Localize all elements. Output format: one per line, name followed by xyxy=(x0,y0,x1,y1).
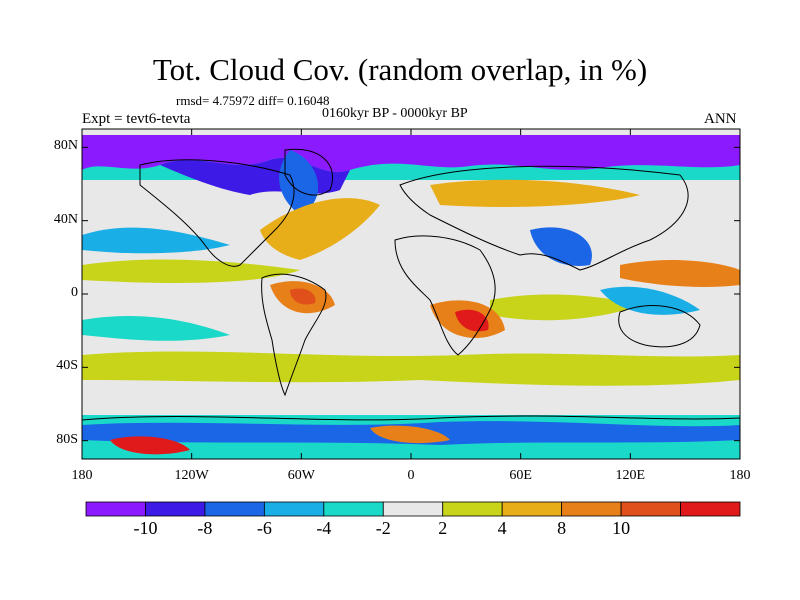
colorbar-swatch xyxy=(85,501,146,517)
colorbar xyxy=(85,501,741,517)
season-label: ANN xyxy=(704,111,737,127)
south-pacific-cyan xyxy=(82,315,230,341)
colorbar-swatch xyxy=(263,501,325,517)
colorbar-swatch xyxy=(561,501,622,517)
colorbar-label: 4 xyxy=(497,518,507,538)
tropical-pacific-yellow xyxy=(82,259,300,283)
antarctic-red xyxy=(110,436,190,455)
eurasia-orange xyxy=(430,179,640,207)
pacific-east-orange xyxy=(620,260,740,288)
colorbar-label: 2 xyxy=(438,518,448,538)
lat-label: 0 xyxy=(71,285,78,300)
africa-coast xyxy=(394,235,496,356)
australia-cyan xyxy=(600,286,700,315)
colorbar-swatch xyxy=(501,501,563,517)
antarctica-coast xyxy=(81,415,741,421)
north-pacific-cyan xyxy=(82,227,230,254)
lon-label: 180 xyxy=(71,468,93,483)
axis-ticks xyxy=(81,129,741,459)
colorbar-swatch xyxy=(620,501,681,517)
lon-label: 60E xyxy=(509,468,532,483)
colorbar-swatch xyxy=(204,501,265,517)
rmsd-diff-stats: rmsd= 4.75972 diff= 0.16048 xyxy=(176,93,330,108)
southern-africa-red xyxy=(455,309,489,332)
colorbar-label: -8 xyxy=(197,518,213,538)
colorbar-label: 10 xyxy=(612,518,631,538)
greenland-coast xyxy=(284,148,334,196)
lat-label: 80S xyxy=(56,431,78,447)
lat-label: 40N xyxy=(53,211,78,227)
lon-label: 120W xyxy=(174,468,209,483)
australia-coast xyxy=(618,305,701,348)
colorbar-swatch xyxy=(323,501,384,517)
lon-label: 60W xyxy=(287,468,315,483)
asia-cyan xyxy=(530,227,592,266)
eurasia-coast xyxy=(399,165,689,271)
plot-title: Tot. Cloud Cov. (random overlap, in %) xyxy=(152,52,648,87)
colorbar-swatch xyxy=(145,501,206,517)
colorbar-label: 8 xyxy=(557,518,567,538)
arctic-purple xyxy=(82,135,740,173)
time-period-label: 0160kyr BP - 0000kyr BP xyxy=(322,106,468,121)
lon-label: 0 xyxy=(407,468,415,483)
amazon-red xyxy=(290,288,316,305)
colorbar-label: -6 xyxy=(256,518,272,538)
lon-label: 120E xyxy=(615,468,646,483)
lat-label: 40S xyxy=(56,358,78,374)
colorbar-swatch xyxy=(680,501,741,517)
lat-label: 80N xyxy=(53,138,78,154)
indian-ocean-yellow xyxy=(490,294,640,321)
experiment-label: Expt = tevt6-tevta xyxy=(82,111,191,127)
coastlines xyxy=(81,148,741,421)
colorbar-label: -4 xyxy=(316,518,332,538)
colorbar-label: -10 xyxy=(133,518,158,538)
anomaly-field xyxy=(82,129,740,459)
north-america-coast xyxy=(139,159,295,267)
colorbar-label: -2 xyxy=(375,518,391,538)
antarctic-orange xyxy=(370,425,450,444)
colorbar-swatch xyxy=(442,501,503,517)
south-america-coast xyxy=(261,273,327,397)
north-atlantic-positive xyxy=(260,198,380,260)
greenland-blue xyxy=(279,150,319,215)
colorbar-swatch xyxy=(382,501,444,517)
southern-ocean-yellow xyxy=(82,351,740,386)
lon-label: 180 xyxy=(729,468,751,483)
